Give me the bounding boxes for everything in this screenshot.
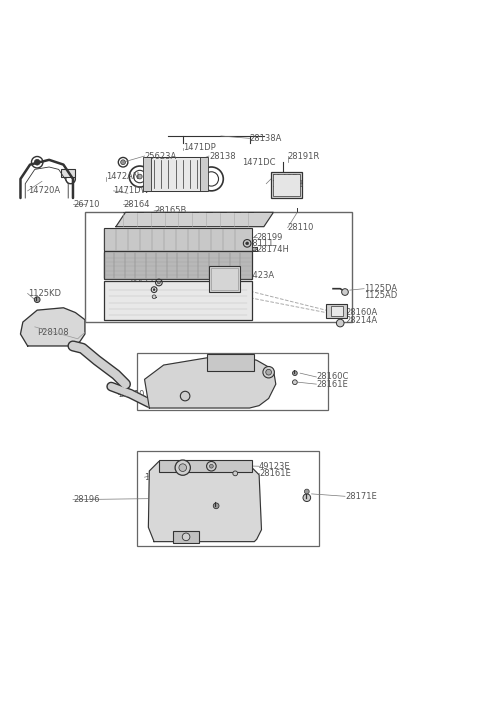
Text: 28160: 28160	[123, 285, 150, 294]
Circle shape	[137, 174, 142, 179]
Bar	[209, 266, 240, 292]
Text: 1125AD: 1125AD	[364, 292, 397, 300]
Bar	[61, 169, 75, 176]
Bar	[331, 306, 343, 316]
Circle shape	[292, 370, 297, 375]
Text: 11403B: 11403B	[271, 180, 303, 189]
Bar	[85, 213, 352, 322]
Circle shape	[179, 464, 187, 471]
Polygon shape	[144, 157, 206, 191]
Bar	[159, 461, 252, 472]
Text: 25623A: 25623A	[144, 151, 177, 161]
Bar	[104, 281, 252, 320]
Bar	[143, 157, 151, 191]
Bar	[173, 530, 199, 542]
Text: 28164: 28164	[123, 200, 150, 209]
Text: 28111: 28111	[247, 239, 274, 248]
Circle shape	[252, 247, 256, 251]
Text: 1125DA: 1125DA	[364, 284, 397, 293]
Bar	[104, 252, 252, 279]
Circle shape	[182, 533, 190, 540]
Bar	[104, 228, 252, 250]
Circle shape	[157, 281, 160, 284]
Text: 16145: 16145	[144, 473, 171, 481]
Polygon shape	[21, 308, 85, 346]
Text: 26710: 26710	[73, 200, 99, 209]
Text: 28210: 28210	[118, 390, 144, 399]
Bar	[200, 157, 208, 191]
Text: 23603: 23603	[123, 271, 150, 280]
Text: 1471DW: 1471DW	[114, 186, 149, 196]
Circle shape	[152, 295, 156, 299]
Text: 28171E: 28171E	[345, 492, 377, 501]
Bar	[274, 174, 300, 196]
Text: 28199: 28199	[257, 232, 283, 242]
Bar	[211, 268, 238, 289]
Text: 28161: 28161	[123, 292, 150, 301]
Circle shape	[213, 503, 219, 508]
Bar	[137, 353, 328, 410]
Polygon shape	[144, 356, 276, 408]
Text: 28191R: 28191R	[288, 151, 320, 161]
Text: 28160C: 28160C	[221, 501, 253, 510]
Text: P28108: P28108	[37, 328, 69, 337]
Text: 1471DP: 1471DP	[183, 144, 216, 152]
Text: 49123E: 49123E	[259, 461, 291, 471]
Text: 28161E: 28161E	[259, 469, 291, 478]
Text: 28196: 28196	[73, 495, 99, 504]
Text: 28214A: 28214A	[345, 316, 377, 325]
Text: 28223A: 28223A	[195, 525, 227, 534]
Text: 28117F: 28117F	[223, 366, 255, 375]
Circle shape	[304, 489, 309, 494]
Text: 49423A: 49423A	[242, 271, 275, 280]
Text: 1140DJ: 1140DJ	[271, 174, 301, 183]
Polygon shape	[116, 213, 274, 227]
Text: 28138: 28138	[209, 151, 236, 161]
Text: 24433: 24433	[128, 278, 155, 287]
Text: 1471DC: 1471DC	[242, 158, 276, 166]
Circle shape	[266, 369, 272, 375]
Text: 28110: 28110	[288, 223, 314, 232]
Text: 1125KD: 1125KD	[28, 289, 60, 298]
Bar	[137, 451, 319, 546]
Text: 28161E: 28161E	[316, 380, 348, 389]
Circle shape	[342, 289, 348, 295]
Bar	[271, 172, 302, 198]
Circle shape	[120, 160, 125, 165]
Circle shape	[206, 461, 216, 471]
Circle shape	[263, 366, 275, 378]
Circle shape	[180, 391, 190, 401]
Text: 28160C: 28160C	[316, 373, 349, 382]
Circle shape	[233, 471, 238, 476]
Circle shape	[153, 289, 155, 291]
Circle shape	[292, 380, 297, 385]
Circle shape	[34, 159, 40, 165]
Polygon shape	[148, 461, 262, 542]
Text: 28160A: 28160A	[345, 308, 377, 317]
Circle shape	[336, 319, 344, 327]
Circle shape	[246, 242, 249, 245]
Text: 1472AN: 1472AN	[107, 172, 140, 181]
Bar	[206, 354, 254, 370]
Bar	[326, 304, 348, 319]
Text: 28165B: 28165B	[154, 206, 186, 215]
Text: 28138A: 28138A	[250, 134, 282, 143]
Text: 14720A: 14720A	[28, 186, 60, 196]
Text: 28174H: 28174H	[257, 245, 289, 254]
Text: 28112: 28112	[123, 302, 149, 311]
Circle shape	[303, 494, 311, 501]
Circle shape	[175, 460, 191, 475]
Circle shape	[209, 464, 213, 468]
Circle shape	[34, 296, 40, 302]
